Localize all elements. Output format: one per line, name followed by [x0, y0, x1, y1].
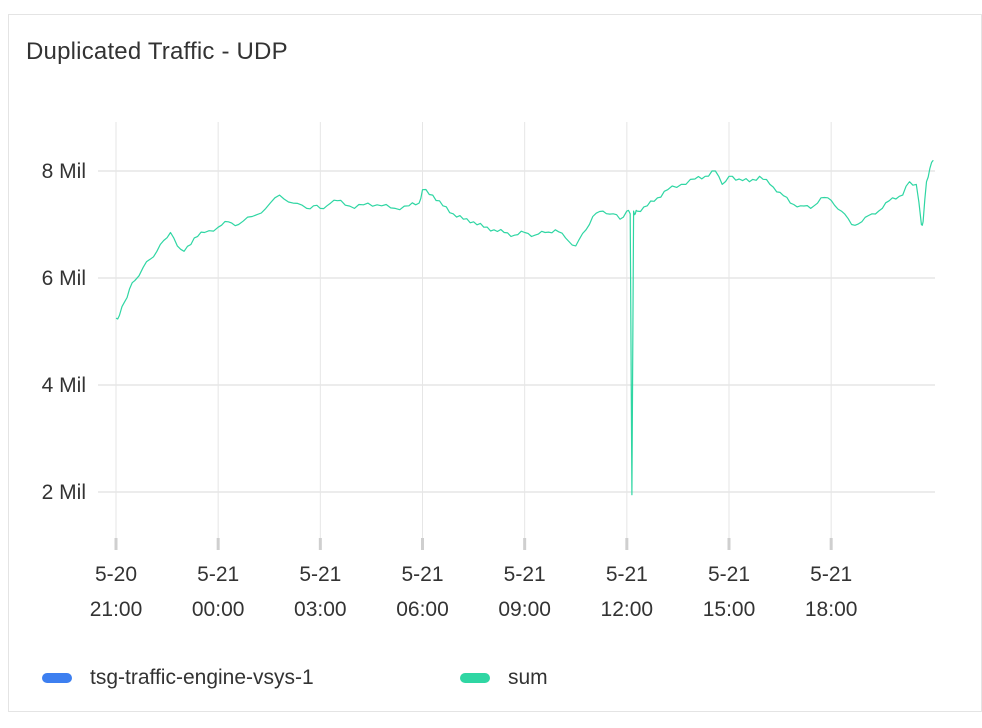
x-tick-label-time: 00:00 — [192, 598, 245, 621]
x-tick-label-date: 5-21 — [299, 563, 341, 586]
chart-panel — [8, 14, 982, 712]
legend-label: tsg-traffic-engine-vsys-1 — [90, 666, 314, 689]
y-tick-label: 8 Mil — [42, 160, 86, 183]
x-tick-label-time: 15:00 — [703, 598, 756, 621]
x-tick-label-date: 5-21 — [708, 563, 750, 586]
x-tick-label-date: 5-21 — [606, 563, 648, 586]
y-tick-label: 6 Mil — [42, 267, 86, 290]
x-tick-label-time: 09:00 — [498, 598, 551, 621]
x-tick-label-date: 5-20 — [95, 563, 137, 586]
legend-item-sum[interactable]: sum — [460, 666, 548, 690]
x-tick-label-date: 5-21 — [504, 563, 546, 586]
x-tick-label-time: 18:00 — [805, 598, 858, 621]
x-tick-label-date: 5-21 — [401, 563, 443, 586]
x-tick-label-time: 21:00 — [90, 598, 143, 621]
series-line-sum — [115, 159, 934, 496]
legend-swatch-blue — [42, 673, 72, 683]
y-tick-label: 4 Mil — [42, 374, 86, 397]
x-tick-label-time: 12:00 — [601, 598, 654, 621]
legend-label: sum — [508, 666, 548, 689]
x-tick-label-time: 06:00 — [396, 598, 449, 621]
legend: tsg-traffic-engine-vsys-1 sum — [0, 666, 982, 698]
panel-title: Duplicated Traffic - UDP — [26, 38, 288, 65]
x-tick-label-time: 03:00 — [294, 598, 347, 621]
legend-swatch-green — [460, 673, 490, 683]
x-tick-label-date: 5-21 — [810, 563, 852, 586]
x-tick-label-date: 5-21 — [197, 563, 239, 586]
y-tick-label: 2 Mil — [42, 481, 86, 504]
legend-item-tsg-traffic-engine-vsys-1[interactable]: tsg-traffic-engine-vsys-1 — [42, 666, 314, 690]
